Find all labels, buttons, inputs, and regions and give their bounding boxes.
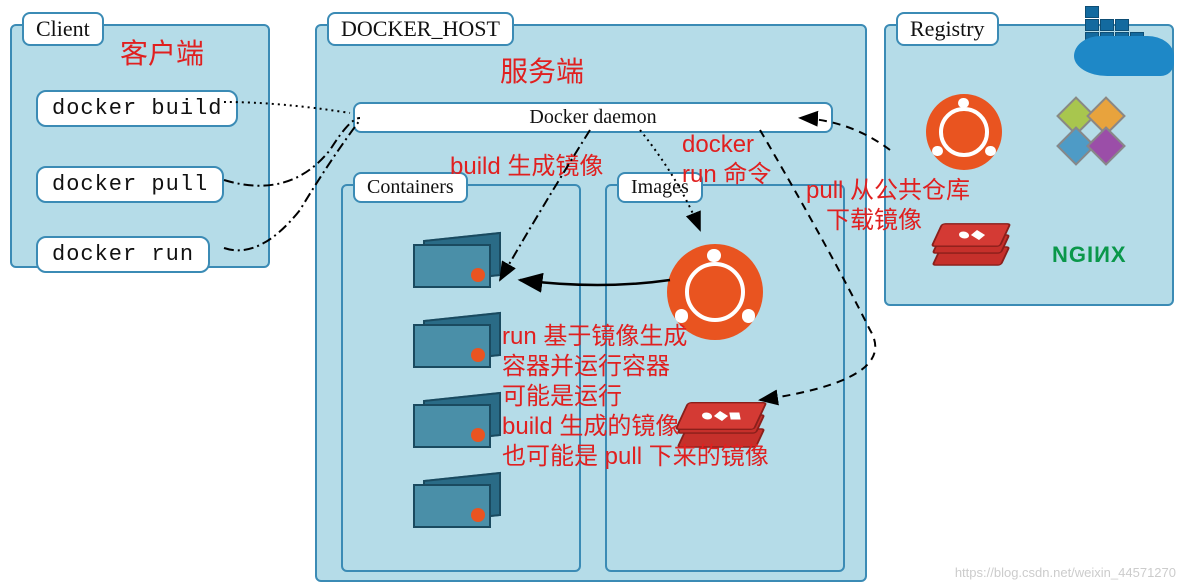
container-1: [413, 236, 503, 291]
watermark: https://blog.csdn.net/weixin_44571270: [955, 565, 1176, 580]
registry-nginx-icon: NGIИX: [1052, 242, 1127, 268]
annotation-run-3: 可能是运行: [502, 382, 622, 412]
registry-ubuntu-icon: [926, 94, 1002, 170]
annotation-docker-run-1: docker: [682, 130, 754, 160]
annotation-host: 服务端: [500, 54, 584, 89]
cmd-docker-pull: docker pull: [36, 166, 224, 203]
annotation-run-1: run 基于镜像生成: [502, 322, 687, 352]
annotation-pull-1: pull 从公共仓库: [806, 176, 970, 206]
annotation-pull-2: 下载镜像: [826, 206, 922, 236]
registry-centos-icon: [1056, 96, 1126, 166]
container-2: [413, 316, 503, 371]
annotation-run-5: 也可能是 pull 下来的镜像: [502, 442, 769, 472]
client-title: Client: [22, 12, 104, 46]
docker-whale-icon: [1054, 6, 1174, 76]
annotation-run-2: 容器并运行容器: [502, 352, 670, 382]
registry-title: Registry: [896, 12, 999, 46]
annotation-docker-run-2: run 命令: [682, 160, 771, 190]
docker-daemon-box: Docker daemon: [353, 102, 833, 133]
container-3: [413, 396, 503, 451]
cmd-docker-build: docker build: [36, 90, 238, 127]
cmd-docker-run: docker run: [36, 236, 210, 273]
annotation-client: 客户端: [120, 36, 204, 71]
container-4: [413, 476, 503, 531]
annotation-build: build 生成镜像: [450, 152, 603, 182]
host-panel: DOCKER_HOST Docker daemon Containers Ima…: [315, 24, 867, 582]
host-title: DOCKER_HOST: [327, 12, 514, 46]
annotation-run-4: build 生成的镜像: [502, 412, 679, 442]
